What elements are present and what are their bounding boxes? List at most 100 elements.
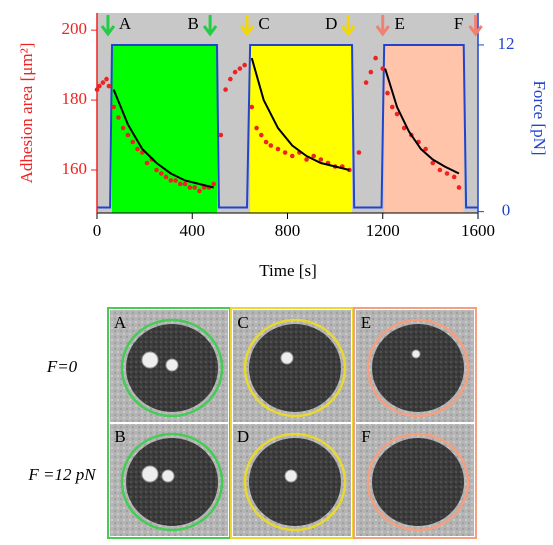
data-point xyxy=(242,62,247,68)
fit-line xyxy=(384,68,460,175)
data-point xyxy=(197,188,202,194)
data-point xyxy=(223,87,228,92)
data-point xyxy=(430,160,436,166)
panel-label: B xyxy=(114,427,125,446)
data-point xyxy=(97,83,102,89)
data-point xyxy=(401,125,407,131)
cell-outline xyxy=(120,432,224,532)
data-point xyxy=(163,174,169,180)
force-period xyxy=(112,44,218,213)
y2-tick-label: 0 xyxy=(502,201,511,220)
data-point xyxy=(120,125,126,131)
arrow xyxy=(202,15,218,37)
y-tick-label: 160 xyxy=(62,159,88,178)
data-point xyxy=(275,146,281,152)
annotation: C xyxy=(258,14,269,33)
data-point xyxy=(282,150,288,155)
cell-outline xyxy=(366,318,470,418)
spot xyxy=(141,351,159,369)
spot xyxy=(165,358,179,372)
column-frame xyxy=(353,307,477,539)
data-point xyxy=(263,139,269,145)
cell-outline xyxy=(243,432,347,532)
data-point xyxy=(106,83,112,89)
x-tick-label: 1200 xyxy=(366,221,400,240)
data-point xyxy=(380,66,386,71)
data-point xyxy=(254,125,259,131)
data-point xyxy=(311,153,316,159)
data-point xyxy=(423,146,428,152)
data-point xyxy=(111,104,116,110)
data-point xyxy=(211,181,216,187)
spot xyxy=(161,469,175,483)
fit-line xyxy=(250,57,350,171)
data-point xyxy=(135,146,140,152)
y-axis-label: Adhesion area [μm²] xyxy=(17,43,36,184)
panel-label: F xyxy=(361,427,370,446)
panel-label: C xyxy=(237,313,248,332)
cell-outline xyxy=(120,318,224,418)
data-point xyxy=(182,181,188,187)
data-point xyxy=(356,150,362,155)
spot xyxy=(141,465,159,483)
arrow xyxy=(239,15,255,37)
row-label: F =12 pN xyxy=(27,465,97,484)
x-tick-label: 400 xyxy=(180,221,206,240)
annotation: E xyxy=(395,14,405,33)
x-tick-label: 1600 xyxy=(461,221,495,240)
panel-label: D xyxy=(237,427,249,446)
data-point xyxy=(373,55,378,61)
annotation: F xyxy=(454,14,463,33)
spot xyxy=(284,469,298,483)
annotation: B xyxy=(187,14,198,33)
fit-line xyxy=(112,89,214,189)
data-point xyxy=(232,69,238,75)
cell-outline xyxy=(243,318,347,418)
arrow xyxy=(100,15,116,37)
arrow xyxy=(375,15,390,37)
y-tick-label: 200 xyxy=(62,19,88,38)
data-point xyxy=(125,132,131,138)
y2-axis-label: Force [pN] xyxy=(530,80,549,155)
data-point xyxy=(187,185,193,190)
data-point xyxy=(168,178,174,183)
cell xyxy=(249,324,341,412)
arrow xyxy=(341,15,356,37)
arrow xyxy=(468,15,483,37)
data-point xyxy=(304,157,309,162)
data-point xyxy=(437,167,443,173)
annotation: D xyxy=(325,14,337,33)
cell xyxy=(372,324,464,412)
data-point xyxy=(237,66,243,71)
data-point xyxy=(116,115,121,120)
force-line xyxy=(97,43,478,209)
data-point xyxy=(385,90,390,96)
annotation: A xyxy=(119,14,132,33)
cell xyxy=(126,438,218,526)
x-tick-label: 0 xyxy=(93,221,102,240)
data-point xyxy=(259,132,264,138)
x-tick-label: 800 xyxy=(275,221,301,240)
data-point xyxy=(158,171,164,176)
x-axis-label: Time [s] xyxy=(259,261,316,280)
spot xyxy=(280,351,294,365)
data-point xyxy=(228,76,233,82)
panel-label: A xyxy=(114,313,127,332)
force-period xyxy=(384,44,464,213)
spot xyxy=(411,349,421,359)
data-point xyxy=(456,185,462,190)
data-point xyxy=(451,174,457,180)
cell-outline xyxy=(366,432,470,532)
data-point xyxy=(100,80,106,85)
data-point xyxy=(289,153,295,159)
data-point xyxy=(363,80,369,85)
data-point xyxy=(154,167,159,173)
row-label: F=0 xyxy=(46,357,78,376)
data-point xyxy=(394,111,400,117)
data-point xyxy=(192,185,197,190)
data-point xyxy=(389,104,395,110)
y2-tick-label: 12 xyxy=(498,34,515,53)
data-point xyxy=(130,139,136,145)
data-point xyxy=(173,178,178,183)
